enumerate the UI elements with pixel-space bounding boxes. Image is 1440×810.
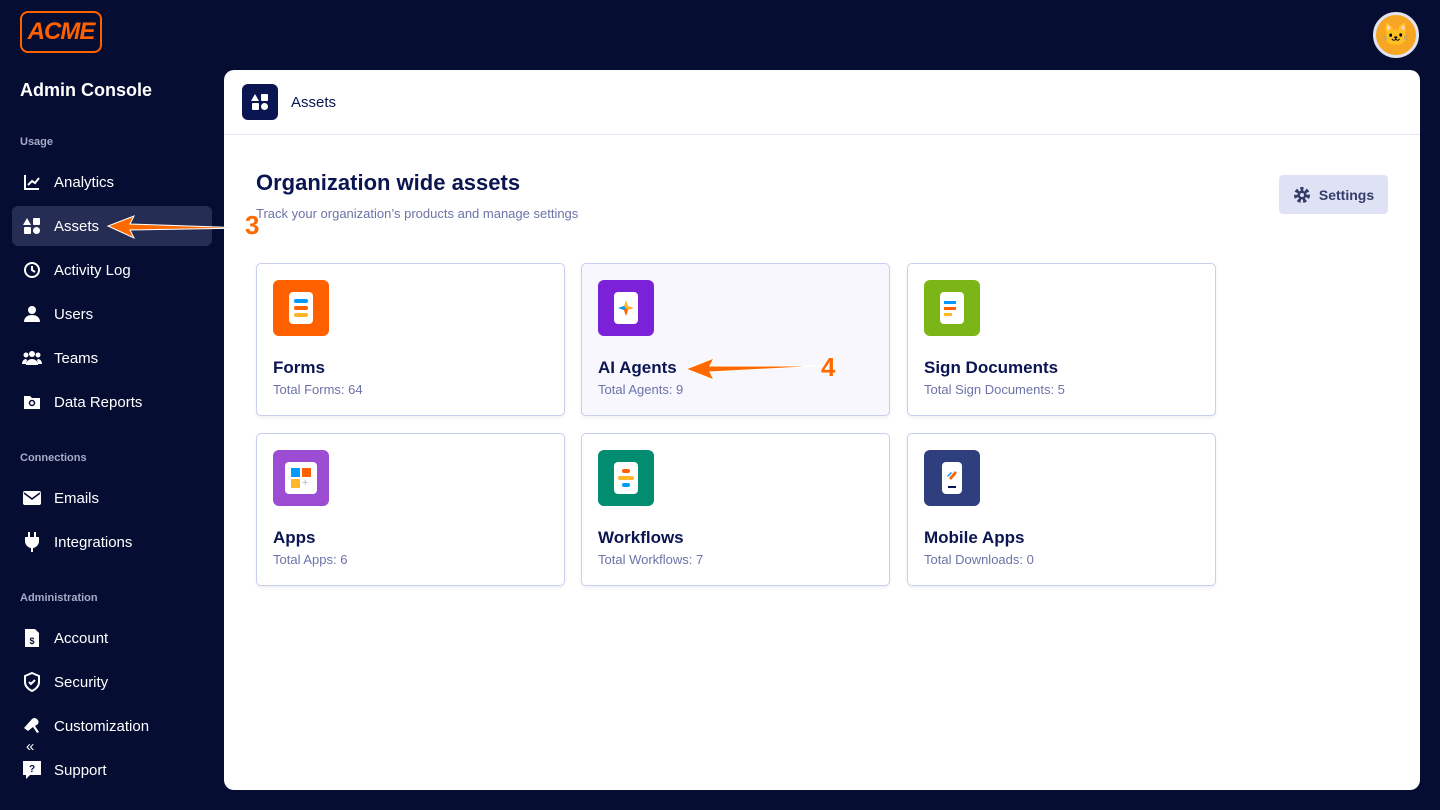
gear-icon [1293,186,1310,203]
sidebar-item-data-reports[interactable]: Data Reports [12,382,212,422]
card-count: Total Agents: 9 [598,382,684,397]
sidebar-item-label: Emails [54,489,100,507]
sidebar-item-label: Activity Log [54,261,131,279]
team-icon [22,348,42,368]
svg-text:?: ? [29,764,35,775]
asset-card-sign-documents[interactable]: Sign Documents Total Sign Documents: 5 [907,263,1216,416]
help-chat-icon: ? [22,760,42,780]
sidebar-item-label: Data Reports [54,393,143,411]
card-name: Sign Documents [924,358,1059,377]
chart-line-icon [22,172,42,192]
card-count: Total Sign Documents: 5 [924,382,1065,397]
sidebar-item-security[interactable]: Security [12,662,212,702]
sidebar-item-label: Teams [54,349,99,367]
ai-agents-icon [598,280,654,336]
asset-card-ai-agents[interactable]: AI Agents Total Agents: 9 [581,263,890,416]
envelope-icon [22,488,42,508]
sidebar-item-label: Integrations [54,533,133,551]
invoice-icon: $ [22,628,42,648]
assets-grid-icon [242,84,278,120]
collapse-sidebar-button[interactable]: « [26,738,35,755]
settings-button[interactable]: Settings [1279,175,1388,214]
card-name: Apps [273,528,316,547]
sign-documents-icon [924,280,980,336]
asset-card-forms[interactable]: Forms Total Forms: 64 [256,263,565,416]
page-subtitle: Track your organization’s products and m… [256,206,579,221]
page-title: Organization wide assets [256,170,521,195]
sidebar-item-label: Analytics [54,173,115,191]
sidebar-item-support[interactable]: ? Support [12,750,212,790]
sidebar-item-label: Support [54,761,107,779]
sidebar-item-users[interactable]: Users [12,294,212,334]
brush-icon [22,716,42,736]
asset-card-apps[interactable]: + Apps Total Apps: 6 [256,433,565,586]
clock-history-icon [22,260,42,280]
sidebar-item-emails[interactable]: Emails [12,478,212,518]
svg-text:$: $ [29,636,34,646]
acme-logo[interactable]: ACME [20,11,102,53]
workflows-icon [598,450,654,506]
sidebar-item-activity-log[interactable]: Activity Log [12,250,212,290]
section-administration: Administration [20,592,98,604]
plug-icon [22,532,42,552]
sidebar-item-analytics[interactable]: Analytics [12,162,212,202]
card-count: Total Downloads: 0 [924,552,1034,567]
console-title: Admin Console [20,80,153,100]
card-count: Total Apps: 6 [273,552,348,567]
card-count: Total Workflows: 7 [598,552,704,567]
apps-icon: + [273,450,329,506]
user-avatar[interactable]: 🐱 [1373,12,1419,58]
sidebar-item-account[interactable]: $ Account [12,618,212,658]
card-count: Total Forms: 64 [273,382,363,397]
section-connections: Connections [20,452,87,464]
annotation-arrow-4 [684,357,824,381]
assets-grid-icon [22,216,42,236]
sidebar-item-label: Account [54,629,109,647]
sidebar-item-label: Users [54,305,94,323]
card-name: Forms [273,358,325,377]
card-name: Mobile Apps [924,528,1025,547]
sidebar-item-label: Customization [54,717,150,735]
sidebar-item-label: Assets [54,217,100,235]
card-name: Workflows [598,528,684,547]
sidebar-item-customization[interactable]: Customization [12,706,212,746]
header-title: Assets [291,93,337,111]
main-panel: Assets Organization wide assets Track yo… [224,70,1420,790]
card-name: AI Agents [598,358,677,377]
settings-label: Settings [1318,186,1375,203]
mobile-apps-icon [924,450,980,506]
user-icon [22,304,42,324]
asset-card-workflows[interactable]: Workflows Total Workflows: 7 [581,433,890,586]
shield-check-icon [22,672,42,692]
page-header: Assets [224,70,1420,135]
sidebar-item-label: Security [54,673,109,691]
forms-icon [273,280,329,336]
sidebar-item-teams[interactable]: Teams [12,338,212,378]
asset-card-mobile-apps[interactable]: Mobile Apps Total Downloads: 0 [907,433,1216,586]
annotation-label-3: 3 [245,210,260,240]
folder-search-icon [22,392,42,412]
section-usage: Usage [20,136,54,148]
sidebar-item-integrations[interactable]: Integrations [12,522,212,562]
annotation-arrow-3 [106,215,249,240]
annotation-label-4: 4 [821,352,836,382]
